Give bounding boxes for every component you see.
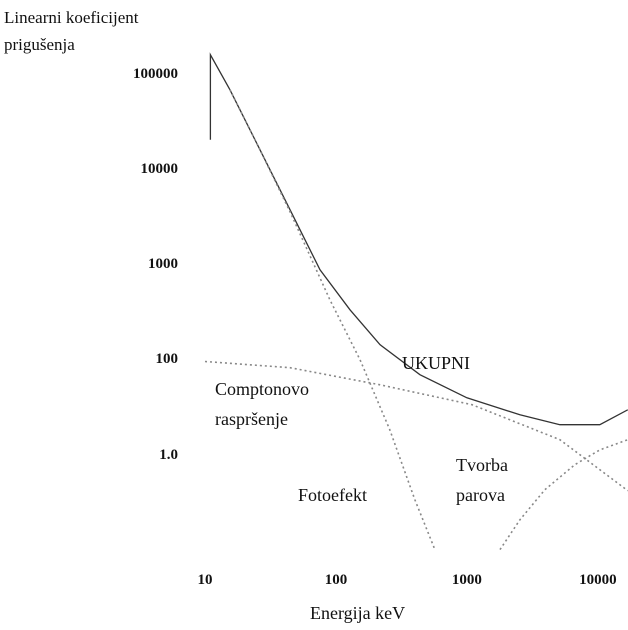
y-tick-label: 1.0 (159, 446, 178, 463)
y-axis-title: Linearni koeficijent prigušenja (4, 8, 139, 54)
series-label: Comptonovo raspršenje (215, 379, 310, 429)
x-tick-label: 1000 (451, 572, 482, 588)
series-label: Fotoefekt (298, 485, 367, 505)
x-axis-title: Energija keV (310, 603, 406, 623)
y-tick-label: 100 (155, 351, 179, 368)
y-tick-label: 1000 (148, 256, 178, 273)
series-line (204, 360, 628, 492)
x-tick-label: 100 (324, 572, 348, 588)
x-tick-label: 10000 (579, 572, 617, 588)
series-label: Tvorba parova (456, 455, 508, 505)
series-line (229, 89, 436, 550)
y-tick-label: 100000 (133, 65, 178, 82)
y-tick-label: 10000 (140, 160, 179, 177)
x-tick-label: 10 (197, 572, 213, 588)
series-label: UKUPNI (402, 353, 471, 373)
